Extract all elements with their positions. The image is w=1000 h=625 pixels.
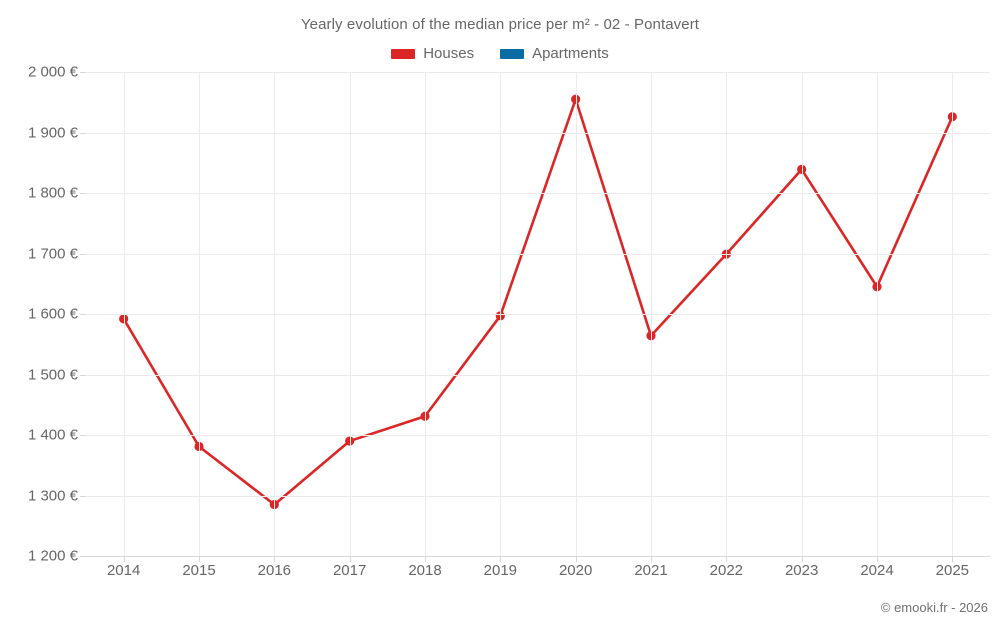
y-axis-tick-label: 1 600 € — [27, 305, 78, 323]
x-axis-labels: 2014 2015 2016 2017 2018 2019 2020 2021 2022 2023… — [86, 562, 990, 588]
series-line-houses — [122, 97, 954, 506]
x-axis-tick — [425, 556, 426, 562]
x-axis-tick — [952, 556, 954, 562]
y-axis-tick — [80, 495, 86, 497]
x-axis-tick-label: 2015 — [182, 562, 216, 579]
x-axis-tick-label: 2020 — [558, 562, 593, 579]
x-axis-tick — [500, 556, 502, 562]
legend-item-houses[interactable]: Houses — [391, 45, 474, 62]
gridline-horizontal — [86, 253, 990, 255]
x-axis-tick-label: 2024 — [860, 562, 894, 579]
chart-legend: Houses Apartments — [0, 45, 1000, 62]
x-axis-tick-label: 2021 — [634, 562, 668, 579]
gridline-vertical — [425, 72, 426, 556]
y-axis-tick — [80, 253, 86, 255]
x-axis-tick — [349, 556, 351, 562]
chart-title: Yearly evolution of the median price per… — [300, 16, 700, 33]
gridline-vertical — [877, 72, 878, 556]
y-axis-tick — [80, 72, 86, 73]
x-axis-line — [86, 556, 990, 557]
y-axis-tick-label: 1 900 € — [27, 124, 78, 141]
y-axis-tick-label: 1 800 € — [27, 184, 78, 202]
gridline-vertical — [575, 72, 577, 556]
gridline-vertical — [349, 72, 351, 556]
x-axis-tick-label: 2023 — [784, 562, 819, 579]
y-axis-tick-label: 1 700 € — [27, 245, 78, 262]
y-axis-tick — [80, 556, 86, 557]
x-axis-tick-label: 2019 — [483, 562, 518, 579]
x-axis-tick — [726, 556, 728, 562]
x-axis-tick-label: 2017 — [332, 562, 367, 579]
y-axis-tick-label: 2 000 € — [27, 63, 78, 81]
y-axis-tick — [80, 193, 86, 194]
legend-item-label: Houses — [423, 45, 475, 62]
x-axis-tick — [199, 556, 200, 562]
y-axis-tick-label: 1 400 € — [27, 426, 78, 444]
gridline-horizontal — [86, 314, 990, 315]
gridline-horizontal — [86, 193, 990, 194]
x-axis-tick-label: 2022 — [709, 562, 744, 579]
gridline-vertical — [801, 72, 803, 556]
x-axis-tick-label: 2018 — [408, 562, 442, 579]
x-axis-tick — [123, 556, 125, 562]
legend-item-label: Apartments — [532, 45, 609, 62]
x-axis-tick-label: 2016 — [257, 562, 292, 579]
x-axis-tick-label: 2014 — [106, 562, 141, 579]
x-axis-tick — [651, 556, 652, 562]
gridline-vertical — [952, 72, 954, 556]
legend-swatch-icon — [391, 48, 416, 59]
footer-credit: © emooki.fr - 2026 — [880, 600, 988, 615]
legend-item-apartments[interactable]: Apartments — [500, 45, 609, 62]
legend-swatch-icon — [500, 48, 525, 59]
y-axis-tick-label: 1 200 € — [27, 547, 78, 565]
gridline-vertical — [199, 72, 200, 556]
y-axis-tick — [80, 374, 86, 376]
gridline-horizontal — [86, 374, 990, 376]
plot-area: 2014: 15922015: 13812016: 12852017: 1390… — [80, 72, 990, 562]
y-axis-tick — [80, 314, 86, 315]
gridline-vertical — [726, 72, 728, 556]
y-axis-tick — [80, 132, 86, 134]
gridline-vertical — [123, 72, 125, 556]
gridline-horizontal — [86, 72, 990, 73]
y-axis-tick-label: 1 300 € — [27, 487, 78, 504]
y-axis-tick — [80, 435, 86, 436]
x-axis-tick — [575, 556, 577, 562]
gridline-horizontal — [86, 435, 990, 436]
x-axis-tick — [877, 556, 878, 562]
gridline-vertical — [651, 72, 652, 556]
gridline-horizontal — [86, 132, 990, 134]
gridline-vertical — [500, 72, 502, 556]
x-axis-tick-label: 2025 — [935, 562, 970, 579]
gridline-vertical — [274, 72, 276, 556]
x-axis-tick — [274, 556, 276, 562]
x-axis-tick — [801, 556, 803, 562]
gridline-horizontal — [86, 495, 990, 497]
y-axis-labels: 1 200 € 1 300 € 1 400 € 1 500 € 1 600 € 1 700… — [0, 64, 78, 565]
y-axis-tick-label: 1 500 € — [27, 366, 78, 383]
